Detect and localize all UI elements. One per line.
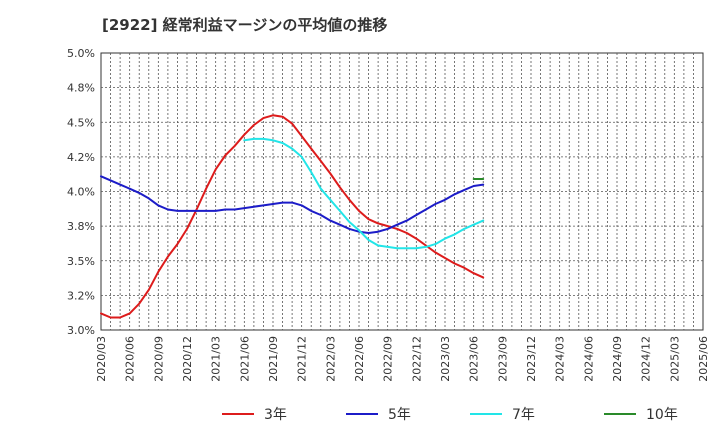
x-tick-label: 2025/06 [697,336,710,382]
grid [100,52,704,331]
y-tick-label: 4.8% [67,82,95,95]
y-tick-label: 3.8% [67,220,95,233]
legend-label: 3年 [264,407,287,423]
y-tick-label: 3.0% [67,324,95,337]
y-tick-label: 5.0% [67,47,95,60]
series-line-3年 [100,114,485,319]
x-tick-label: 2022/12 [410,336,423,382]
series-line-7年 [243,137,485,250]
x-tick-label: 2020/09 [152,336,165,382]
x-tick-label: 2023/12 [525,336,538,382]
x-tick-label: 2023/03 [439,336,452,382]
x-tick-label: 2025/03 [668,336,681,382]
x-tick-label: 2024/09 [611,336,624,382]
x-tick-label: 2021/09 [267,336,280,382]
x-tick-label: 2024/06 [582,336,595,382]
x-tick-label: 2023/09 [496,336,509,382]
x-tick-label: 2023/06 [468,336,481,382]
chart-title: [2922] 経常利益マージンの平均値の推移 [102,16,388,34]
legend-label: 7年 [512,407,535,423]
plot-lines [100,114,485,319]
y-tick-label: 3.2% [67,289,95,302]
y-tick-label: 3.5% [67,255,95,268]
x-tick-label: 2021/06 [238,336,251,382]
y-tick-label: 4.5% [67,116,95,129]
x-tick-label: 2022/03 [324,336,337,382]
x-tick-label: 2022/06 [353,336,366,382]
y-tick-label: 4.0% [67,186,95,199]
x-tick-label: 2020/12 [181,336,194,382]
x-tick-label: 2020/03 [95,336,108,382]
series-line-5年 [100,175,485,234]
y-axis: 3.0% 3.2% 3.5% 3.8% 4.0% 4.2% 4.5% 4.8% 5.0% [67,47,95,337]
x-tick-label: 2024/03 [554,336,567,382]
x-axis: 2020/03 2020/06 2020/09 2020/12 2021/03 2021/… [95,336,710,382]
x-tick-label: 2024/12 [640,336,653,382]
x-tick-label: 2020/06 [124,336,137,382]
legend-label: 5年 [388,407,411,423]
y-tick-label: 4.2% [67,151,95,164]
legend-label: 10年 [646,407,678,423]
x-tick-label: 2022/09 [382,336,395,382]
legend: 3年 5年 7年 10年 [222,407,678,423]
x-tick-label: 2021/12 [296,336,309,382]
x-tick-label: 2021/03 [210,336,223,382]
